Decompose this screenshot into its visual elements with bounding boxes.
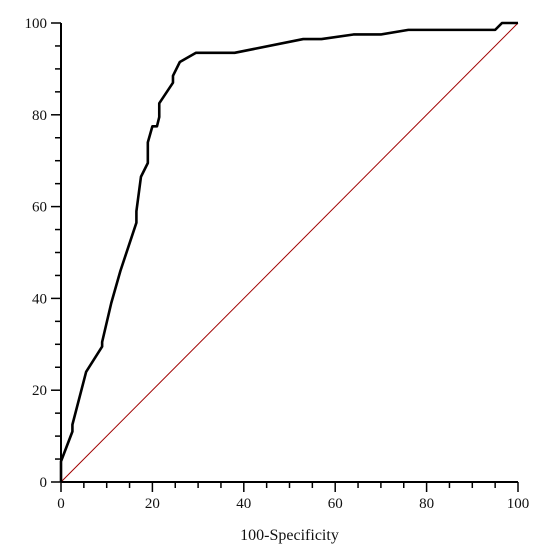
x-tick-label: 20 [145, 496, 160, 512]
y-tick-label: 80 [32, 108, 47, 124]
axes: 0 20 40 60 80 100 0 20 40 60 80 100 [25, 16, 530, 512]
x-tick-label: 40 [236, 496, 251, 512]
x-tick-label: 100 [507, 496, 530, 512]
x-axis-title: 100-Specificity [240, 527, 339, 544]
y-tick-label: 40 [32, 291, 47, 307]
x-tick-label: 80 [419, 496, 434, 512]
reference-diagonal-line [60, 22, 519, 483]
x-tick-label: 60 [328, 496, 343, 512]
y-tick-label: 100 [25, 16, 48, 32]
roc-curve-line [59, 21, 518, 482]
y-tick-label: 60 [32, 200, 47, 216]
x-tick-label: 0 [57, 496, 65, 512]
y-tick-label: 20 [32, 383, 47, 399]
series-layer [59, 21, 519, 483]
y-tick-label: 0 [40, 475, 48, 491]
